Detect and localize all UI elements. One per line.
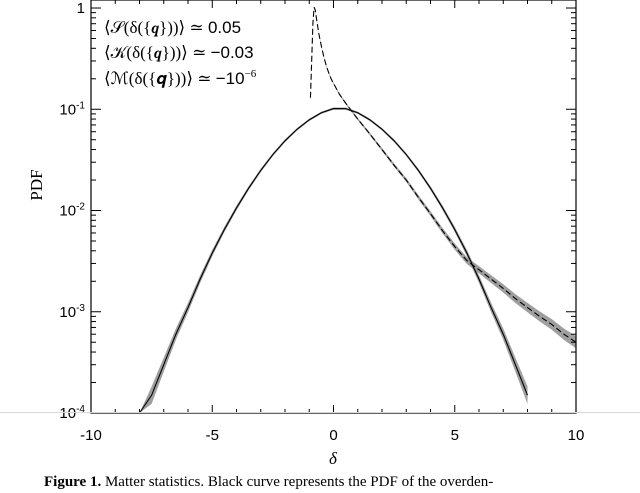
x-axis-label: δ [329,449,338,468]
caption-divider [0,412,640,413]
annotation-exponent: −6 [245,68,257,80]
y-tick-base: 10 [59,304,76,321]
y-tick-labels: 10-410-310-210-11 [59,0,85,422]
annotation-line: ⟨𝒦(δ({𝒒}))⟩ ≃ −0.03 [104,43,254,62]
y-tick-exponent: -1 [76,100,85,111]
statistics-annotations: ⟨𝒮(δ({𝒒}))⟩ ≃ 0.05 ⟨𝒦(δ({𝒒}))⟩ ≃ −0.03 ⟨ℳ(… [104,18,257,88]
y-tick-exponent: -4 [76,404,85,415]
figure-caption: Figure 1. Matter statistics. Black curve… [44,474,640,491]
annotation-value: −0.03 [211,43,254,62]
y-tick-label: 1 [77,0,85,17]
y-tick-exponent: -2 [76,202,85,213]
annotation-line: ⟨𝒮(δ({𝒒}))⟩ ≃ 0.05 [104,18,241,37]
series-lines [139,6,577,414]
y-tick-exponent: -3 [76,303,85,314]
x-tick-label: -5 [206,427,219,444]
y-tick-label: 10-3 [59,303,85,321]
x-tick-label: -10 [80,427,102,444]
y-tick-base: 10 [59,101,76,118]
x-tick-labels: -10 -5 0 5 10 [80,427,584,444]
series-2-line [309,6,577,343]
y-tick-base: 1 [77,0,85,17]
y-tick-base: 10 [59,405,76,422]
annotation-value: −10 [216,69,245,88]
y-tick-label: 10-4 [59,404,85,422]
y-tick-label: 10-1 [59,100,85,118]
x-tick-label: 5 [451,427,459,444]
annotation-line: ⟨ℳ(δ({𝒒}))⟩ ≃ −10−6 [104,68,257,88]
x-tick-label: 10 [568,427,585,444]
annotation-lhs: ⟨ℳ(δ({𝒒}))⟩ ≃ [104,69,216,88]
annotation-lhs: ⟨𝒮(δ({𝒒}))⟩ ≃ [104,18,208,37]
y-tick-label: 10-2 [59,202,85,220]
caption-label: Figure 1. [44,474,102,490]
annotation-lhs: ⟨𝒦(δ({𝒒}))⟩ ≃ [104,43,211,62]
x-tick-label: 0 [329,427,337,444]
series-2-band [310,6,576,349]
annotation-value: 0.05 [208,18,241,37]
y-tick-base: 10 [59,203,76,220]
series-1-line [139,108,529,414]
caption-text: Matter statistics. Black curve represent… [101,474,494,490]
y-axis-label: PDF [27,169,46,200]
